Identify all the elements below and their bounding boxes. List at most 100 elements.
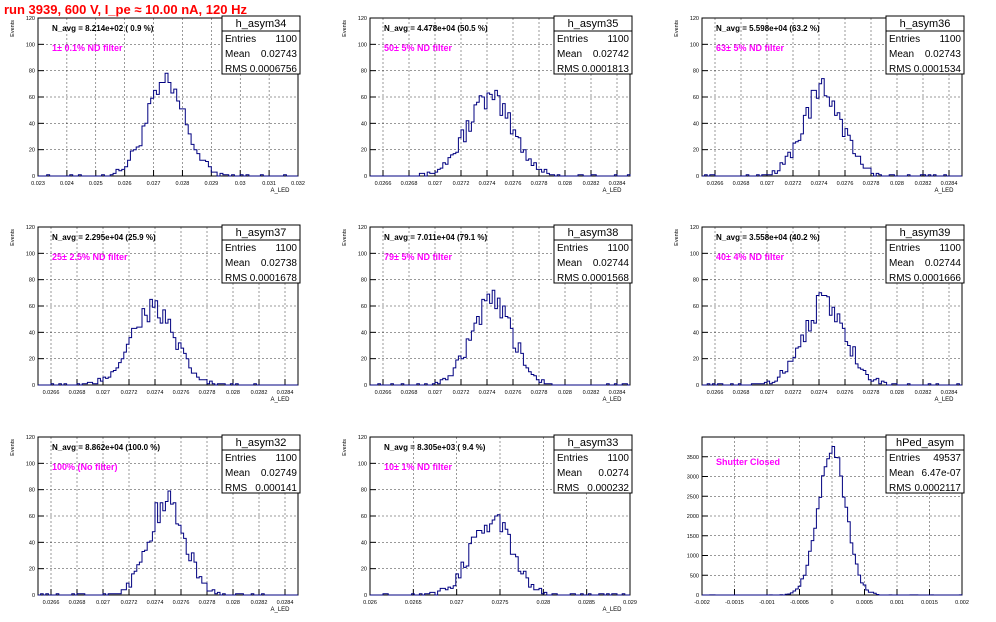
navg-label: N_avg = 2.295e+04 (25.9 %): [52, 233, 156, 242]
filter-note: 100% (No filter): [52, 462, 118, 472]
filter-note: 10± 1% ND filter: [384, 462, 452, 472]
x-tick-label: 0.0265: [405, 600, 422, 606]
stats-label: Mean: [889, 49, 914, 60]
y-tick-label: 20: [693, 148, 699, 154]
stats-label: RMS: [557, 64, 580, 75]
y-tick-label: 40: [29, 540, 35, 546]
y-tick-label: 20: [29, 357, 35, 363]
x-tick-label: 0.0268: [733, 390, 750, 396]
stats-box-title: h_asym38: [568, 227, 619, 239]
filter-note: Shutter Closed: [716, 457, 780, 467]
x-tick-label: 0.0278: [199, 390, 216, 396]
y-tick-label: 80: [29, 488, 35, 494]
y-tick-label: 40: [361, 540, 367, 546]
stats-value: 1100: [607, 34, 629, 45]
histogram-line: [370, 89, 631, 177]
y-tick-label: 80: [361, 69, 367, 75]
y-tick-label: 100: [26, 461, 35, 467]
x-tick-label: 0: [830, 600, 833, 606]
x-tick-label: 0.0266: [375, 181, 392, 187]
x-tick-label: 0.026: [118, 181, 132, 187]
y-tick-label: 0: [696, 593, 699, 599]
y-tick-label: 20: [29, 567, 35, 573]
y-tick-label: 3500: [687, 455, 699, 461]
y-tick-label: 500: [690, 573, 699, 579]
y-tick-label: 0: [32, 593, 35, 599]
x-tick-label: -0.0015: [725, 600, 744, 606]
stats-label: Entries: [889, 243, 920, 254]
histogram-line: [38, 490, 298, 596]
x-tick-label: 0.028: [226, 600, 240, 606]
x-tick-label: 0.0005: [856, 600, 873, 606]
stats-box: [221, 15, 301, 75]
y-tick-label: 80: [693, 69, 699, 75]
x-tick-label: -0.001: [759, 600, 775, 606]
y-tick-label: 0: [696, 383, 699, 389]
y-tick-label: 40: [693, 330, 699, 336]
x-tick-label: 0.0272: [453, 181, 470, 187]
stats-value: 1100: [275, 34, 297, 45]
histogram-panel-hPed_asym: -0.002 -0.0015 -0.001 -0.0005 0 0.0005 0.001 0.…: [687, 434, 969, 606]
x-tick-label: 0.027: [96, 600, 110, 606]
stats-label: RMS: [225, 64, 248, 75]
y-tick-label: 3000: [687, 475, 699, 481]
y-tick-label: 80: [361, 488, 367, 494]
stats-value: 0.02743: [925, 49, 962, 60]
stats-value: 0.02738: [261, 258, 298, 269]
x-tick-label: 0.027: [450, 600, 464, 606]
x-tick-label: -0.0005: [790, 600, 809, 606]
stats-value: 0.02744: [925, 258, 962, 269]
y-tick-label: 0: [32, 174, 35, 180]
stats-label: Entries: [225, 453, 256, 464]
y-axis-title: Events: [10, 229, 16, 246]
histogram-panel-h_asym38: 0.0266 0.0268 0.027 0.0272 0.0274 0.0276 0.027…: [342, 224, 633, 403]
histogram-line: [702, 78, 962, 177]
histogram-panel-h_asym32: 0.0266 0.0268 0.027 0.0272 0.0274 0.0276 0.027…: [10, 434, 301, 613]
stats-label: RMS: [225, 273, 248, 284]
y-tick-label: 0: [364, 593, 367, 599]
y-tick-label: 0: [696, 174, 699, 180]
stats-box: [553, 224, 633, 284]
y-axis-title: Events: [10, 20, 16, 37]
run-title: run 3939, 600 V, I_pe ≈ 10.00 nA, 120 Hz: [4, 2, 247, 17]
x-tick-label: 0.029: [623, 600, 637, 606]
x-tick-label: 0.0278: [531, 390, 548, 396]
x-tick-label: 0.03: [235, 181, 246, 187]
stats-box: [221, 434, 301, 494]
x-tick-label: 0.028: [536, 600, 550, 606]
y-tick-label: 40: [361, 330, 367, 336]
stats-box: [221, 224, 301, 284]
x-tick-label: 0.0278: [531, 181, 548, 187]
stats-box-title: h_asym35: [568, 18, 619, 30]
x-tick-label: 0.0272: [453, 390, 470, 396]
x-tick-label: 0.024: [60, 181, 74, 187]
x-tick-label: 0.0266: [707, 390, 724, 396]
y-tick-label: 120: [26, 225, 35, 231]
stats-label: Entries: [225, 34, 256, 45]
y-tick-label: 100: [358, 42, 367, 48]
x-tick-label: 0.002: [955, 600, 969, 606]
stats-box-title: hPed_asym: [896, 437, 954, 449]
y-tick-label: 120: [690, 16, 699, 22]
x-tick-label: 0.028: [558, 181, 572, 187]
x-tick-label: 0.0268: [401, 390, 418, 396]
stats-label: Mean: [225, 258, 250, 269]
x-tick-label: 0.0276: [505, 181, 522, 187]
filter-note: 63± 5% ND filter: [716, 43, 784, 53]
stats-label: RMS: [889, 273, 912, 284]
stats-box: [553, 434, 633, 494]
stats-value: 1100: [607, 453, 629, 464]
y-tick-label: 120: [358, 435, 367, 441]
x-tick-label: 0.031: [262, 181, 276, 187]
x-tick-label: 0.0274: [811, 181, 828, 187]
x-tick-label: 0.0272: [121, 600, 138, 606]
x-tick-label: 0.0274: [479, 390, 496, 396]
x-tick-label: 0.0284: [609, 390, 626, 396]
x-tick-label: 0.0274: [811, 390, 828, 396]
y-tick-label: 60: [29, 95, 35, 101]
filter-note: 79± 5% ND filter: [384, 252, 452, 262]
x-tick-label: 0.0266: [43, 390, 60, 396]
x-tick-label: 0.027: [428, 390, 442, 396]
y-tick-label: 120: [358, 16, 367, 22]
x-tick-label: 0.0284: [277, 600, 294, 606]
